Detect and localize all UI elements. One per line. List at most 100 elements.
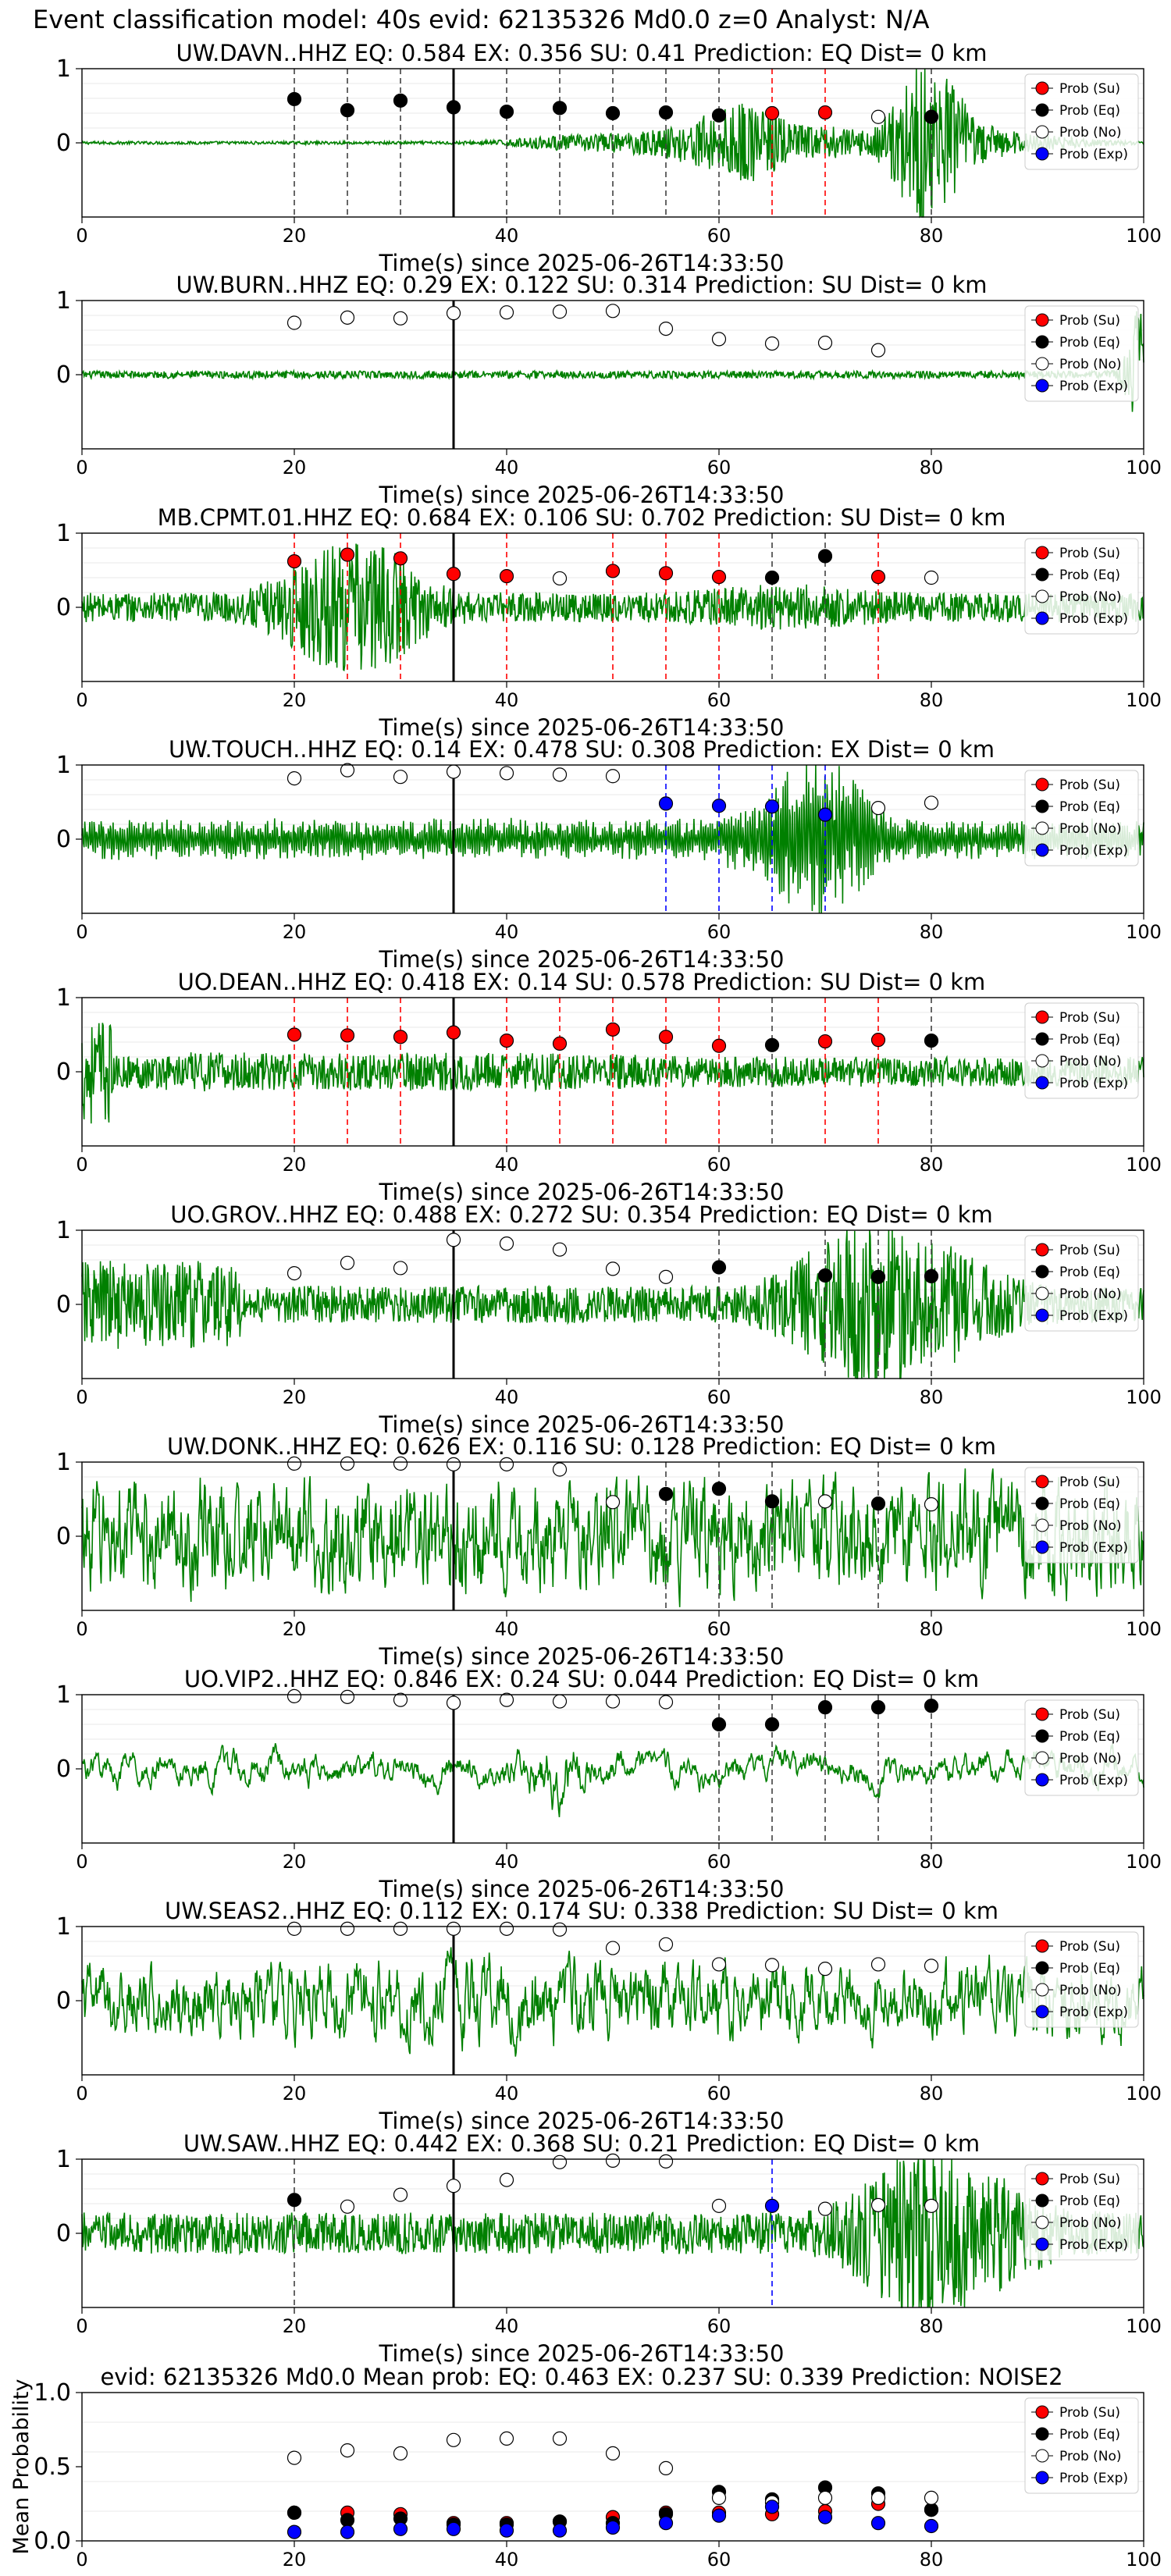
legend-label: Prob (Su) [1059,1707,1120,1723]
x-tick-label: 80 [920,1386,944,1408]
prob-point-no [287,1921,302,1936]
legend-marker-no [1035,1518,1049,1532]
legend-label: Prob (Exp) [1059,379,1128,394]
prob-point-su [393,1030,408,1044]
prob-point-su [499,568,514,584]
mean-point-no [287,2450,302,2465]
legend-label: Prob (Exp) [1059,1308,1128,1324]
x-tick-label: 40 [495,457,519,479]
legend-label: Prob (No) [1059,125,1122,141]
panel-title: evid: 62135326 Md0.0 Mean prob: EQ: 0.46… [100,2364,1062,2390]
legend-label: Prob (No) [1059,2215,1122,2231]
legend-label: Prob (Su) [1059,1475,1120,1490]
x-tick-label: 40 [495,2083,519,2105]
prob-point-su [658,1030,674,1044]
legend-label: Prob (Exp) [1059,1076,1128,1091]
prob-point-su [870,569,886,585]
legend-label: Prob (Su) [1059,313,1120,329]
prob-point-no [340,1456,355,1471]
x-tick-label: 0 [76,2549,87,2571]
x-tick-label: 20 [283,689,307,711]
legend-marker-no [1035,125,1049,139]
legend-label: Prob (Exp) [1059,147,1128,162]
prob-point-no [605,2153,621,2168]
legend-marker-exp [1035,1773,1049,1787]
legend-label: Prob (Su) [1059,1243,1120,1258]
mean-point-no [924,2490,939,2505]
legend-label: Prob (No) [1059,1518,1122,1534]
prob-point-eq [340,103,355,118]
x-axis-label: Time(s) since 2025-06-26T14:33:50 [379,1179,785,1205]
legend-frame [1024,1699,1139,1796]
x-tick-label: 40 [495,1618,519,1640]
legend-frame [1024,770,1139,866]
mean-point-no [446,2432,461,2447]
prob-point-no [711,2198,727,2213]
x-tick-label: 0 [76,457,87,479]
prob-point-eq [924,1033,939,1048]
prob-point-no [605,304,621,318]
prob-point-no [340,310,355,325]
x-axis-label: Time(s) since 2025-06-26T14:33:50 [379,714,785,741]
prob-point-no [605,1495,621,1510]
x-tick-label: 80 [920,689,944,711]
prob-point-eq [605,105,621,121]
prob-point-no [393,1456,408,1471]
y-tick-label: 1 [56,752,71,779]
mean-point-no [658,2460,674,2475]
legend-label: Prob (Eq) [1059,799,1120,815]
x-axis-label: Time(s) since 2025-06-26T14:33:50 [379,1643,785,1670]
x-tick-label: 20 [283,2315,307,2337]
prob-point-su [605,564,621,578]
legend-marker-su [1035,2172,1049,2186]
x-tick-label: 100 [1126,1154,1162,1176]
y-tick-label: 0 [56,1291,71,1318]
y-tick-label: 0.5 [34,2453,71,2481]
legend-marker-no [1035,2449,1049,2463]
prob-point-eq [552,101,568,116]
legend-label: Prob (Eq) [1059,2427,1120,2443]
prob-point-no [870,343,886,358]
legend-marker-su [1035,1243,1049,1257]
legend: Prob (Su) Prob (Eq) Prob (No) Prob (Exp) [1024,1699,1139,1796]
prob-point-no [711,332,727,347]
prob-point-no [552,1922,568,1937]
legend-label: Prob (Exp) [1059,611,1128,627]
legend-frame [1024,2164,1139,2261]
legend: Prob (Su) Prob (Eq) Prob (No) Prob (Exp) [1024,1002,1139,1099]
legend-label: Prob (Exp) [1059,2005,1128,2020]
prob-point-no [499,1692,514,1707]
legend-frame [1024,538,1139,635]
legend-marker-eq [1035,335,1049,349]
prob-point-no [499,305,514,320]
legend: Prob (Su) Prob (Eq) Prob (No) Prob (Exp) [1024,770,1139,866]
prob-point-su [446,567,461,582]
prob-point-eq [711,1717,727,1732]
prob-point-eq [711,108,727,123]
prob-point-no [446,1233,461,1247]
y-tick-label: 0 [56,361,71,389]
y-tick-label: 1 [56,1913,71,1941]
legend-label: Prob (Eq) [1059,103,1120,119]
mean-point-no [817,2490,833,2505]
legend-label: Prob (Su) [1059,81,1120,97]
prob-point-eq [764,1494,780,1509]
prob-point-eq [870,1269,886,1284]
prob-point-no [605,1694,621,1709]
x-tick-label: 100 [1126,1618,1162,1640]
y-tick-label: 1 [56,1217,71,1244]
x-tick-label: 80 [920,2549,944,2571]
x-tick-label: 60 [707,2083,731,2105]
legend: Prob (Su) Prob (Eq) Prob (No) Prob (Exp) [1024,2397,1139,2494]
x-tick-label: 20 [283,1386,307,1408]
mean-point-exp [711,2508,727,2523]
prob-point-eq [658,105,674,120]
legend-label: Prob (No) [1059,2449,1122,2464]
x-tick-label: 80 [920,2083,944,2105]
prob-point-no [924,570,939,585]
legend-marker-eq [1035,568,1049,582]
x-tick-label: 60 [707,1618,731,1640]
y-tick-label: 1 [56,2146,71,2173]
x-tick-label: 80 [920,225,944,247]
prob-point-no [605,769,621,784]
